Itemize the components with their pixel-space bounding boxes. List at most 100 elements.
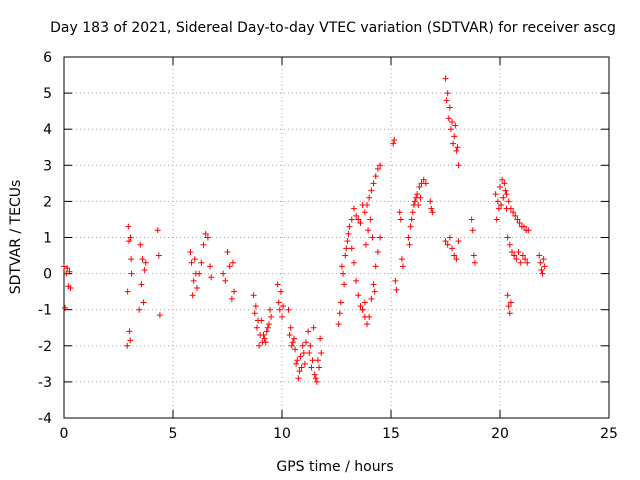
data-point xyxy=(293,360,300,367)
data-point xyxy=(353,212,360,219)
data-point xyxy=(514,216,521,223)
data-point xyxy=(267,306,274,313)
data-point xyxy=(263,328,270,335)
data-point xyxy=(442,238,449,245)
data-point xyxy=(355,292,362,299)
data-point xyxy=(318,350,325,357)
data-point xyxy=(297,353,304,360)
data-point xyxy=(359,306,366,313)
data-point xyxy=(138,281,145,288)
data-point xyxy=(495,205,502,212)
data-point xyxy=(492,191,499,198)
data-point xyxy=(142,259,149,266)
data-point xyxy=(137,241,144,248)
data-point xyxy=(125,223,132,230)
data-point xyxy=(307,342,314,349)
data-point xyxy=(340,270,347,277)
data-point xyxy=(446,234,453,241)
data-point xyxy=(268,313,275,320)
data-point xyxy=(446,104,453,111)
data-point xyxy=(512,212,519,219)
data-point xyxy=(67,285,74,292)
data-point xyxy=(507,205,514,212)
data-point xyxy=(287,324,294,331)
data-point xyxy=(537,259,544,266)
data-point xyxy=(444,90,451,97)
data-point xyxy=(346,223,353,230)
data-point xyxy=(229,259,236,266)
data-point xyxy=(452,122,459,129)
x-tick-label: 25 xyxy=(600,426,618,442)
data-point xyxy=(353,277,360,284)
data-point xyxy=(141,266,148,273)
data-point xyxy=(372,263,379,270)
data-point xyxy=(361,209,368,216)
data-point xyxy=(368,187,375,194)
y-tick-label: -4 xyxy=(38,411,52,427)
x-axis-label: GPS time / hours xyxy=(276,459,393,475)
data-point xyxy=(317,335,324,342)
data-point xyxy=(497,183,503,190)
data-point xyxy=(288,342,295,349)
data-point xyxy=(338,263,345,270)
data-point xyxy=(260,331,267,338)
data-point xyxy=(414,191,421,198)
data-point xyxy=(420,176,427,183)
data-point xyxy=(397,216,404,223)
data-point xyxy=(371,288,378,295)
y-axis: -4 -3 -2 -1 0 1 2 3 4 5 6 xyxy=(38,50,609,427)
data-point xyxy=(350,205,357,212)
x-tick-label: 10 xyxy=(273,426,291,442)
data-point xyxy=(502,187,509,194)
data-point xyxy=(252,303,259,310)
data-point xyxy=(366,313,373,320)
data-point xyxy=(128,256,135,263)
data-point xyxy=(253,324,260,331)
data-point xyxy=(345,230,352,237)
data-point xyxy=(445,115,452,122)
data-point xyxy=(300,350,307,357)
data-point xyxy=(139,256,146,263)
data-point xyxy=(125,238,132,245)
data-point xyxy=(504,234,511,241)
data-point xyxy=(393,286,400,293)
data-point xyxy=(208,274,215,281)
x-tick-label: 5 xyxy=(169,426,178,442)
data-point xyxy=(289,339,296,346)
data-point xyxy=(357,303,364,310)
data-point xyxy=(224,248,231,255)
data-point xyxy=(377,234,384,241)
data-point xyxy=(538,266,545,273)
data-point xyxy=(348,245,355,252)
data-point xyxy=(301,360,308,367)
data-point xyxy=(369,234,376,241)
data-point xyxy=(127,337,134,344)
data-point xyxy=(261,335,268,342)
data-point xyxy=(299,342,306,349)
data-point xyxy=(258,317,265,324)
x-tick-label: 20 xyxy=(491,426,509,442)
data-point xyxy=(519,252,526,259)
data-point xyxy=(286,331,293,338)
data-point xyxy=(455,162,462,169)
data-point xyxy=(516,220,523,227)
data-point xyxy=(189,292,196,299)
data-point xyxy=(198,259,205,266)
data-point xyxy=(279,313,285,320)
data-point xyxy=(256,342,263,349)
data-point xyxy=(140,299,147,306)
data-point xyxy=(62,304,69,311)
data-point xyxy=(302,339,309,346)
data-point xyxy=(316,364,323,371)
y-tick-label: 0 xyxy=(43,267,52,283)
data-point xyxy=(500,194,507,201)
data-point xyxy=(251,310,258,317)
data-point xyxy=(335,321,342,328)
data-point xyxy=(341,281,348,288)
data-point xyxy=(503,191,510,198)
data-point xyxy=(191,256,198,263)
data-point xyxy=(348,216,355,223)
data-point xyxy=(124,342,131,349)
data-point xyxy=(193,285,200,292)
data-point xyxy=(392,277,399,284)
